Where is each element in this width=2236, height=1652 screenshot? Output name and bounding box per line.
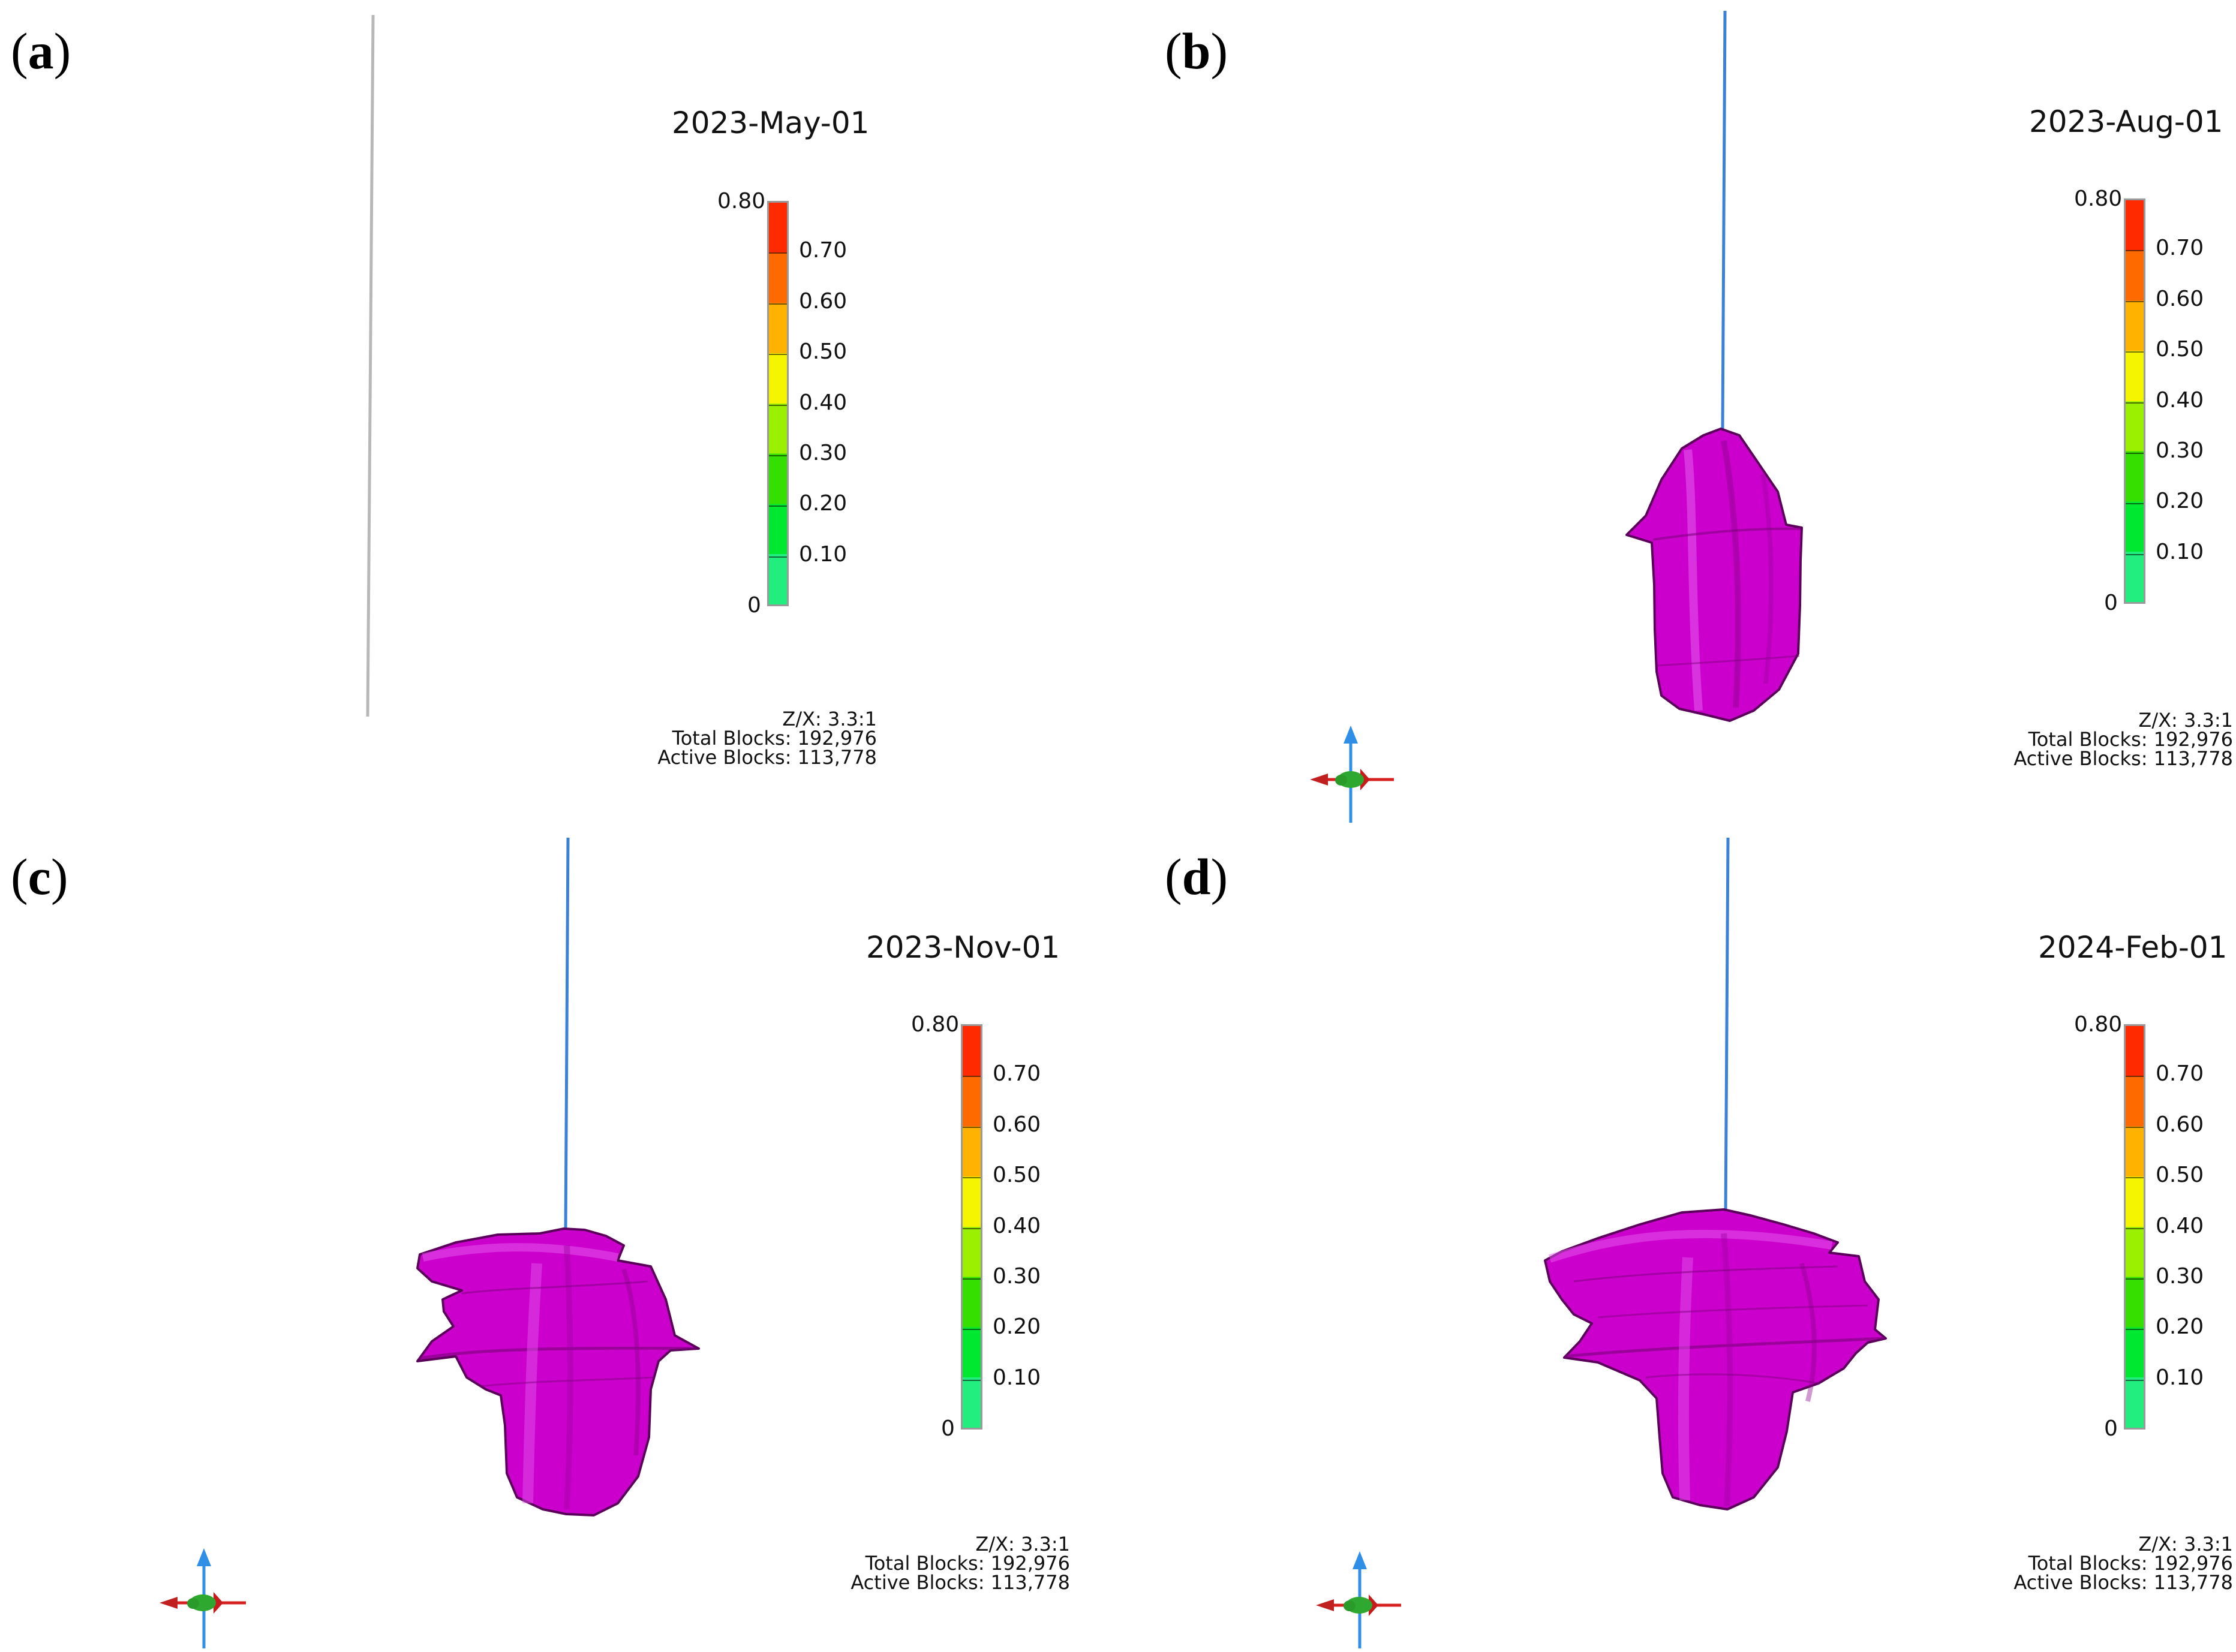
model-info: Z/X: 3.3:1 Total Blocks: 192,976 Active … [657,709,877,767]
color-scale-bar [961,1024,982,1430]
ratio-text: Z/X: 3.3:1 [975,1533,1070,1555]
panel-c: (c) 2023-Nov-01 [0,826,1118,1651]
viewport[interactable] [0,0,1118,826]
well-line [564,837,570,1234]
total-blocks-text: Total Blocks: 192,976 [865,1552,1070,1575]
scale-tick-label: 0.20 [993,1314,1041,1339]
orientation-axes-icon [1316,1551,1401,1648]
scale-tick-label: 0.30 [993,1264,1041,1289]
scale-tick-label: 0.60 [2156,1112,2204,1137]
scale-tick-label: 0.10 [799,542,847,567]
active-blocks-text: Active Blocks: 113,778 [657,746,877,769]
scale-tick-label: 0.40 [799,390,847,415]
well-line [1721,10,1727,431]
scale-tick-label: 0.20 [2156,1314,2204,1339]
ratio-text: Z/X: 3.3:1 [782,708,877,730]
plume-body [1544,1208,1887,1510]
model-info: Z/X: 3.3:1 Total Blocks: 192,976 Active … [2013,1534,2233,1592]
scale-tick-label: 0.10 [2156,540,2204,564]
scale-min-label: 0 [747,593,761,618]
model-info: Z/X: 3.3:1 Total Blocks: 192,976 Active … [2013,711,2233,768]
scale-tick-label: 0.60 [993,1112,1041,1137]
scale-tick-label: 0.20 [799,491,847,516]
active-blocks-text: Active Blocks: 113,778 [2013,1571,2233,1594]
scale-tick-label: 0.70 [799,238,847,263]
scale-tick-label: 0.40 [993,1214,1041,1238]
well-line [366,14,375,717]
scale-min-label: 0 [2104,1416,2118,1441]
scale-tick-label: 0.30 [2156,438,2204,463]
viewport[interactable] [0,826,1118,1651]
orientation-axes-icon [1310,726,1394,823]
scale-tick-label: 0.40 [2156,1214,2204,1238]
scale-tick-label: 0.30 [799,441,847,465]
date-label: 2023-May-01 [672,106,870,140]
scale-tick-label: 0.20 [2156,489,2204,513]
scale-tick-label: 0.50 [2156,337,2204,362]
date-label: 2023-Nov-01 [866,930,1060,965]
viewport[interactable] [1118,826,2236,1651]
scale-tick-label: 0.50 [2156,1163,2204,1187]
scale-tick-label: 0.10 [2156,1365,2204,1390]
scale-tick-label: 0.70 [993,1061,1041,1086]
scale-tick-label: 0.70 [2156,1061,2204,1086]
ratio-text: Z/X: 3.3:1 [2138,1533,2233,1555]
panel-b: (b) 2023-Aug-01 0.80 [1118,0,2236,826]
color-scale-bar [2124,1024,2145,1430]
scale-min-label: 0 [941,1416,955,1441]
scale-tick-label: 0.50 [993,1163,1041,1187]
total-blocks-text: Total Blocks: 192,976 [2028,728,2233,751]
color-scale-bar [767,201,789,606]
active-blocks-text: Active Blocks: 113,778 [2013,747,2233,770]
plume-body [1625,428,1803,722]
scale-max-label: 0.80 [2074,1012,2123,1037]
total-blocks-text: Total Blocks: 192,976 [672,727,877,750]
color-scale-bar [2124,198,2145,604]
plume-body [416,1227,700,1516]
active-blocks-text: Active Blocks: 113,778 [850,1571,1070,1594]
scale-max-label: 0.80 [911,1012,960,1037]
panel-a: (a) 2023-May-01 0.80 0.70 0.60 0.50 0.40… [0,0,1118,826]
well-line [1724,837,1730,1216]
scale-tick-label: 0.40 [2156,388,2204,413]
panel-label: (c) [11,848,68,905]
scale-tick-label: 0.60 [2156,287,2204,311]
ratio-text: Z/X: 3.3:1 [2138,709,2233,732]
date-label: 2024-Feb-01 [2038,930,2228,965]
scale-tick-label: 0.60 [799,289,847,314]
total-blocks-text: Total Blocks: 192,976 [2028,1552,2233,1575]
scale-tick-label: 0.70 [2156,236,2204,260]
scale-min-label: 0 [2104,591,2118,615]
scale-max-label: 0.80 [2074,186,2123,211]
date-label: 2023-Aug-01 [2029,104,2223,139]
scale-tick-label: 0.10 [993,1365,1041,1390]
panel-d: (d) 2024-Feb-01 [1118,826,2236,1651]
panel-label: (b) [1165,22,1228,80]
panel-label: (d) [1165,848,1228,905]
orientation-axes-icon [160,1548,246,1648]
viewport[interactable] [1118,0,2236,826]
model-info: Z/X: 3.3:1 Total Blocks: 192,976 Active … [850,1534,1070,1592]
scale-max-label: 0.80 [717,189,766,213]
panel-label: (a) [11,22,71,80]
scale-tick-label: 0.50 [799,339,847,364]
scale-tick-label: 0.30 [2156,1264,2204,1289]
